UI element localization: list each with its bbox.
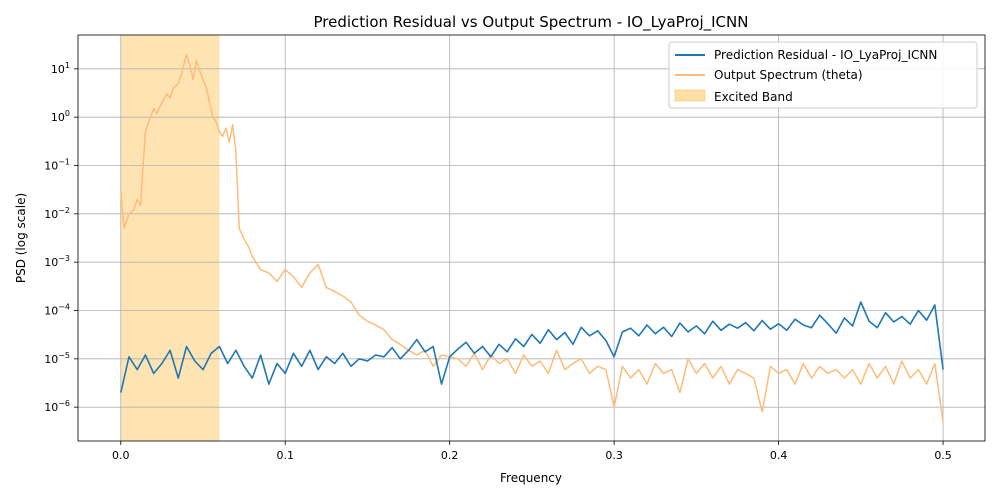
excited-band-layer bbox=[120, 35, 220, 441]
x-tick-label: 0.1 bbox=[276, 449, 294, 462]
legend: Prediction Residual - IO_LyaProj_ICNN Ou… bbox=[668, 41, 978, 109]
x-tick-label: 0.2 bbox=[441, 449, 459, 462]
y-tick-label: 10−1 bbox=[44, 158, 70, 173]
x-tick-label: 0.4 bbox=[770, 449, 788, 462]
legend-label-residual: Prediction Residual - IO_LyaProj_ICNN bbox=[714, 48, 937, 62]
y-tick-label: 10−2 bbox=[44, 206, 70, 221]
x-tick-label: 0.3 bbox=[605, 449, 623, 462]
x-axis-ticks: 0.0 0.1 0.2 0.3 0.4 0.5 bbox=[112, 441, 952, 462]
y-tick-label: 10−5 bbox=[44, 351, 70, 366]
series-layer bbox=[120, 53, 944, 422]
y-axis-label: PSD (log scale) bbox=[14, 193, 28, 283]
y-tick-label: 10−4 bbox=[44, 303, 70, 318]
y-tick-label: 10−3 bbox=[44, 254, 70, 269]
y-tick-label: 10−6 bbox=[44, 399, 70, 414]
chart-title: Prediction Residual vs Output Spectrum -… bbox=[314, 13, 749, 32]
x-tick-label: 0.5 bbox=[934, 449, 952, 462]
x-tick-label: 0.0 bbox=[112, 449, 130, 462]
grid-layer bbox=[78, 35, 985, 441]
y-axis-ticks: 10−6 10−5 10−4 10−3 10−2 10−1 100 101 bbox=[44, 61, 78, 414]
x-axis-label: Frequency bbox=[500, 471, 562, 485]
prediction-residual-line bbox=[120, 301, 944, 393]
y-tick-label: 100 bbox=[51, 109, 70, 124]
y-tick-label: 101 bbox=[51, 61, 70, 76]
plot-frame bbox=[77, 34, 986, 442]
legend-label-band: Excited Band bbox=[714, 90, 793, 104]
legend-box bbox=[668, 41, 978, 109]
excited-band bbox=[120, 35, 220, 441]
output-spectrum-line bbox=[120, 53, 944, 422]
legend-swatch-band bbox=[674, 89, 706, 102]
legend-label-output: Output Spectrum (theta) bbox=[714, 68, 863, 82]
